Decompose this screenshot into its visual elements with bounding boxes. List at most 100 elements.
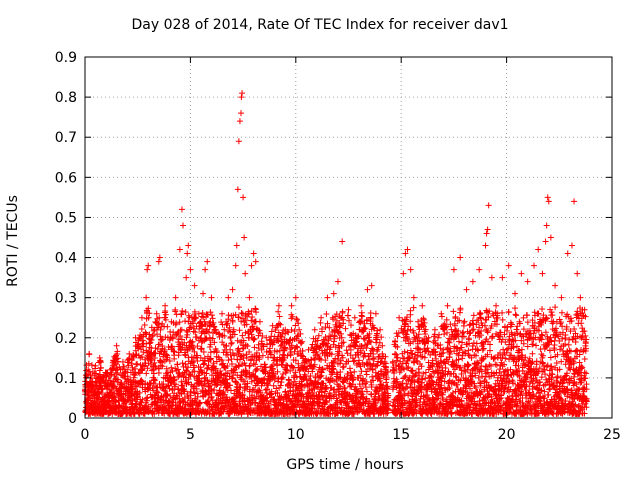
band-point <box>133 383 140 390</box>
band-point <box>275 308 282 315</box>
band-point <box>146 310 153 317</box>
band-point <box>307 409 314 416</box>
band-point <box>163 351 170 358</box>
band-point <box>201 375 208 382</box>
band-point <box>248 378 255 385</box>
band-point <box>98 380 105 387</box>
band-point <box>138 353 145 360</box>
band-point <box>407 307 414 314</box>
band-point <box>192 329 199 336</box>
band-point <box>221 333 228 340</box>
band-point <box>240 337 247 344</box>
band-point <box>245 311 252 318</box>
band-point <box>206 344 213 351</box>
band-point <box>224 320 231 327</box>
band-point <box>163 365 170 372</box>
band-point <box>228 339 235 346</box>
band-point <box>182 309 189 316</box>
band-point <box>202 336 209 343</box>
band-point <box>230 326 237 333</box>
band-point <box>293 384 300 391</box>
band-point <box>140 343 147 350</box>
band-point <box>226 324 233 331</box>
band-point <box>178 326 185 333</box>
band-point <box>294 332 301 339</box>
band-point <box>300 353 307 360</box>
band-point <box>410 304 417 311</box>
band-point <box>438 313 445 320</box>
band-point <box>164 354 171 361</box>
band-point <box>220 360 227 367</box>
band-point <box>513 312 520 319</box>
band-point <box>276 313 283 320</box>
band-point <box>279 351 286 358</box>
band-point <box>548 363 555 370</box>
band-point <box>265 381 272 388</box>
band-point <box>229 375 236 382</box>
band-point <box>179 307 186 314</box>
band-point <box>542 371 549 378</box>
band-point <box>198 339 205 346</box>
band-point <box>198 321 205 328</box>
band-point <box>297 339 304 346</box>
band-point <box>179 360 186 367</box>
band-point <box>169 344 176 351</box>
band-point <box>200 349 207 356</box>
band-point <box>274 389 281 396</box>
band-point <box>339 309 346 316</box>
band-point <box>225 316 232 323</box>
band-point <box>201 357 208 364</box>
band-point <box>154 331 161 338</box>
band-point <box>202 321 209 328</box>
band-point <box>177 327 184 334</box>
band-point <box>157 326 164 333</box>
band-point <box>197 364 204 371</box>
band-point <box>298 381 305 388</box>
band-point <box>283 366 290 373</box>
band-point <box>96 391 103 398</box>
band-point <box>262 395 269 402</box>
band-point <box>195 372 202 379</box>
band-point <box>254 365 261 372</box>
band-point <box>150 327 157 334</box>
band-point <box>239 332 246 339</box>
band-point <box>97 364 104 371</box>
band-point <box>191 348 198 355</box>
band-point <box>297 330 304 337</box>
band-point <box>524 312 531 319</box>
band-point <box>208 386 215 393</box>
band-point <box>134 393 141 400</box>
band-point <box>513 326 520 333</box>
band-point <box>151 410 158 417</box>
band-point <box>201 318 208 325</box>
band-point <box>221 363 228 370</box>
band-point <box>538 351 545 358</box>
band-point <box>293 315 300 322</box>
band-point <box>285 329 292 336</box>
band-point <box>225 357 232 364</box>
band-point <box>277 321 284 328</box>
band-point <box>251 344 258 351</box>
band-point <box>520 314 527 321</box>
band-point <box>153 388 160 395</box>
band-point <box>450 308 457 315</box>
band-point <box>169 335 176 342</box>
band-point <box>291 373 298 380</box>
band-point <box>184 364 191 371</box>
band-point <box>191 308 198 315</box>
band-point <box>512 305 519 312</box>
band-point <box>285 376 292 383</box>
chart-title: Day 028 of 2014, Rate Of TEC Index for r… <box>131 17 509 33</box>
band-point <box>242 317 249 324</box>
band-point <box>158 337 165 344</box>
band-point <box>172 308 179 315</box>
band-point <box>291 378 298 385</box>
band-point <box>198 378 205 385</box>
band-point <box>465 362 472 369</box>
band-point <box>253 366 260 373</box>
band-point <box>227 346 234 353</box>
band-point <box>235 314 242 321</box>
band-point <box>161 346 168 353</box>
band-point <box>171 383 178 390</box>
band-point <box>362 384 369 391</box>
